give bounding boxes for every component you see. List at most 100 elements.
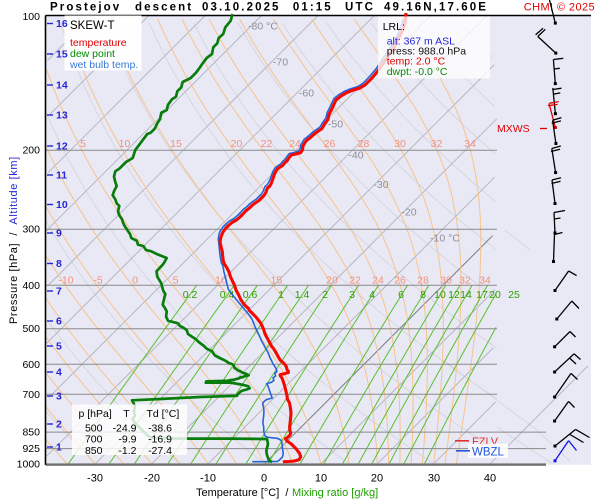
svg-text:3: 3 bbox=[56, 391, 62, 403]
svg-text:1: 1 bbox=[278, 289, 284, 301]
svg-text:20: 20 bbox=[326, 275, 338, 287]
svg-text:Td [°C]: Td [°C] bbox=[147, 408, 180, 420]
svg-text:0.6: 0.6 bbox=[243, 289, 258, 301]
svg-text:-40: -40 bbox=[348, 150, 363, 162]
svg-text:850: 850 bbox=[22, 427, 40, 439]
svg-text:-60: -60 bbox=[299, 88, 314, 100]
svg-text:dew point: dew point bbox=[70, 48, 115, 60]
svg-text:24: 24 bbox=[289, 138, 301, 150]
svg-text:0: 0 bbox=[261, 473, 267, 485]
svg-text:17: 17 bbox=[476, 289, 488, 301]
svg-text:10: 10 bbox=[434, 289, 446, 301]
svg-text:5: 5 bbox=[80, 138, 86, 150]
svg-text:11: 11 bbox=[56, 170, 67, 182]
svg-text:2: 2 bbox=[56, 419, 62, 431]
svg-text:28: 28 bbox=[417, 275, 429, 287]
svg-text:T: T bbox=[123, 408, 130, 420]
svg-text:15: 15 bbox=[271, 275, 283, 287]
svg-text:-30: -30 bbox=[373, 179, 388, 191]
svg-text:-24.9: -24.9 bbox=[113, 423, 137, 435]
svg-text:22: 22 bbox=[349, 275, 361, 287]
svg-text:32: 32 bbox=[431, 138, 443, 150]
svg-text:30: 30 bbox=[394, 138, 406, 150]
svg-text:7: 7 bbox=[56, 286, 62, 298]
svg-text:temp: 2.0 °C: temp: 2.0 °C bbox=[387, 56, 446, 68]
svg-text:700: 700 bbox=[85, 434, 103, 446]
svg-text:Mixing ratio [g/kg]: Mixing ratio [g/kg] bbox=[292, 487, 378, 499]
svg-text:3: 3 bbox=[349, 289, 355, 301]
svg-text:-70: -70 bbox=[273, 57, 288, 69]
svg-text:4: 4 bbox=[369, 289, 375, 301]
svg-text:40: 40 bbox=[484, 473, 496, 485]
svg-text:15: 15 bbox=[170, 138, 182, 150]
svg-text:MXWS: MXWS bbox=[497, 123, 530, 135]
svg-text:-38.6: -38.6 bbox=[148, 423, 172, 435]
svg-text:wet bulb temp.: wet bulb temp. bbox=[69, 59, 138, 71]
svg-text:-27.4: -27.4 bbox=[148, 445, 172, 457]
svg-text:6: 6 bbox=[398, 289, 404, 301]
svg-text:32: 32 bbox=[459, 275, 471, 287]
svg-text:-10 °C: -10 °C bbox=[430, 233, 460, 245]
svg-text:2: 2 bbox=[322, 289, 328, 301]
svg-text:4: 4 bbox=[56, 367, 62, 379]
svg-text:-9.9: -9.9 bbox=[118, 434, 136, 446]
svg-text:12: 12 bbox=[56, 141, 68, 153]
svg-text:10: 10 bbox=[215, 275, 227, 287]
svg-text:300: 300 bbox=[22, 224, 40, 236]
svg-text:500: 500 bbox=[85, 423, 103, 435]
svg-text:600: 600 bbox=[22, 359, 40, 371]
svg-text:700: 700 bbox=[22, 389, 40, 401]
svg-text:-16.9: -16.9 bbox=[148, 434, 172, 446]
svg-text:925: 925 bbox=[22, 443, 40, 455]
svg-text:-1.2: -1.2 bbox=[118, 445, 136, 457]
svg-text:5: 5 bbox=[56, 341, 62, 353]
svg-text:400: 400 bbox=[22, 280, 40, 292]
svg-text:alt: 367 m ASL: alt: 367 m ASL bbox=[387, 36, 455, 48]
svg-text:Pressure [hPa] / Altitude [k: Pressure [hPa] / Altitude [km] bbox=[8, 156, 20, 324]
svg-text:p [hPa]: p [hPa] bbox=[79, 408, 112, 420]
svg-text:10: 10 bbox=[315, 473, 327, 485]
svg-text:dwpt: -0.0 °C: dwpt: -0.0 °C bbox=[387, 66, 448, 78]
svg-text:-5: -5 bbox=[93, 275, 102, 287]
svg-text:5: 5 bbox=[173, 275, 179, 287]
svg-text:-50: -50 bbox=[328, 119, 343, 131]
svg-text:0.2: 0.2 bbox=[183, 289, 198, 301]
svg-text:100: 100 bbox=[22, 11, 40, 23]
svg-text:descent: descent bbox=[135, 2, 193, 14]
svg-text:13: 13 bbox=[56, 110, 68, 122]
svg-text:LRL:: LRL: bbox=[383, 21, 405, 33]
svg-text:-80 °C: -80 °C bbox=[248, 21, 278, 33]
svg-text:20: 20 bbox=[231, 138, 243, 150]
svg-text:26: 26 bbox=[394, 275, 406, 287]
svg-text:49.16N,17.60E: 49.16N,17.60E bbox=[384, 2, 488, 14]
svg-text:10: 10 bbox=[119, 138, 131, 150]
svg-text:6: 6 bbox=[56, 316, 62, 328]
svg-text:34: 34 bbox=[479, 275, 491, 287]
svg-text:CHMI © 2025: CHMI © 2025 bbox=[524, 2, 595, 14]
svg-text:-30: -30 bbox=[87, 473, 103, 485]
svg-text:-10: -10 bbox=[58, 275, 73, 287]
svg-text:-10: -10 bbox=[200, 473, 216, 485]
svg-text:0: 0 bbox=[132, 275, 138, 287]
svg-text:16: 16 bbox=[56, 18, 68, 30]
svg-text:9: 9 bbox=[56, 228, 62, 240]
svg-text:1.4: 1.4 bbox=[295, 289, 310, 301]
svg-text:8: 8 bbox=[420, 289, 426, 301]
svg-text:15: 15 bbox=[56, 49, 68, 61]
svg-text:temperature: temperature bbox=[70, 37, 127, 49]
svg-text:20: 20 bbox=[371, 473, 383, 485]
svg-text:10: 10 bbox=[56, 199, 68, 211]
svg-text:850: 850 bbox=[85, 445, 103, 457]
svg-text:press: 988.0 hPa: press: 988.0 hPa bbox=[387, 46, 467, 58]
svg-text:1000: 1000 bbox=[17, 458, 41, 470]
svg-text:14: 14 bbox=[460, 289, 472, 301]
svg-text:12: 12 bbox=[448, 289, 460, 301]
svg-text:22: 22 bbox=[261, 138, 273, 150]
svg-text:28: 28 bbox=[358, 138, 370, 150]
svg-text:200: 200 bbox=[22, 145, 40, 157]
svg-text:-20: -20 bbox=[144, 473, 160, 485]
svg-text:Prostejov: Prostejov bbox=[50, 2, 121, 14]
svg-text:26: 26 bbox=[324, 138, 336, 150]
svg-text:8: 8 bbox=[56, 258, 62, 270]
svg-text:WBZL: WBZL bbox=[472, 447, 505, 459]
